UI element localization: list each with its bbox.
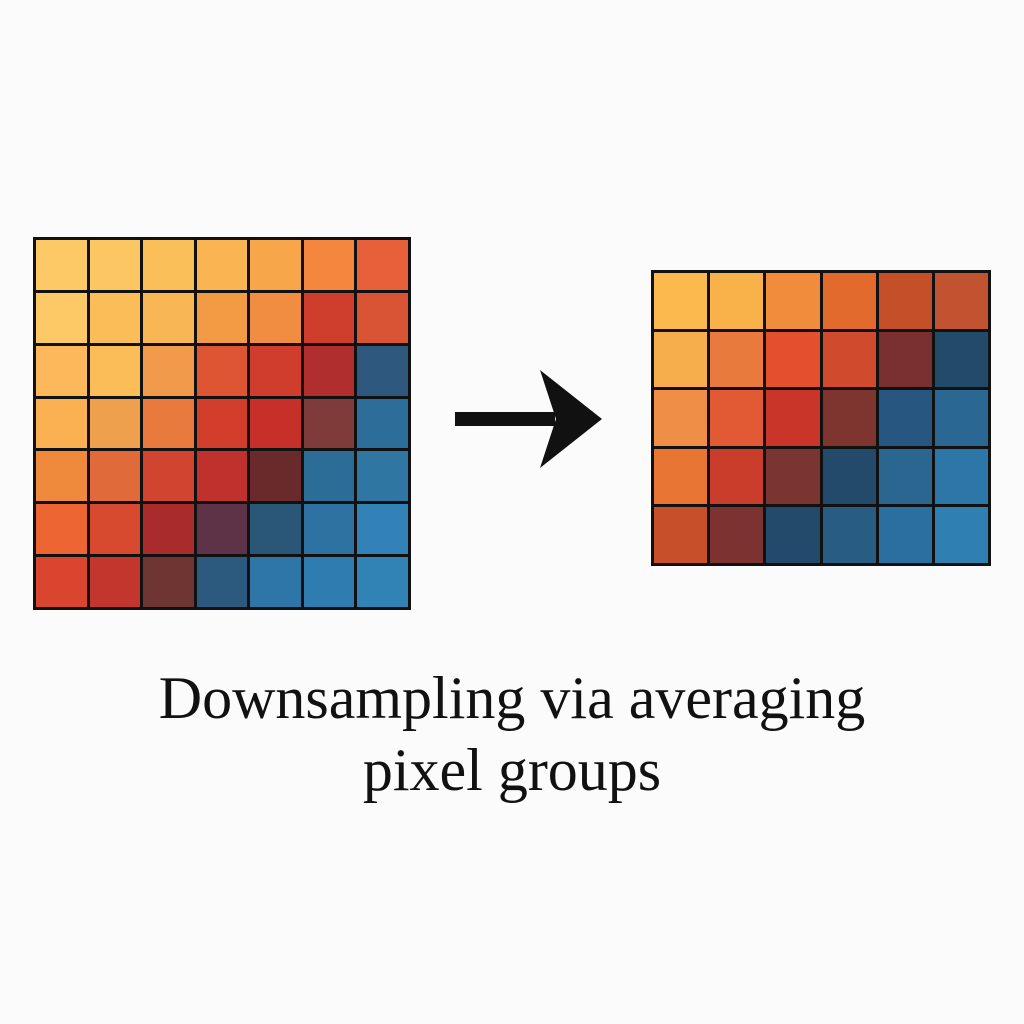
downsampled-pixel-cell bbox=[710, 507, 764, 563]
caption-line-1: Downsampling via averaging bbox=[158, 665, 866, 731]
right-arrow-icon bbox=[455, 370, 602, 468]
downsampled-pixel-cell bbox=[934, 448, 988, 505]
source-pixel-cell bbox=[357, 557, 408, 607]
source-pixel-cell bbox=[36, 504, 87, 555]
downsampled-pixel-cell bbox=[766, 273, 820, 329]
downsampled-pixel-cell bbox=[878, 273, 932, 329]
downsampled-pixel-cell bbox=[654, 331, 708, 388]
source-pixel-cell bbox=[36, 398, 87, 449]
downsampled-pixel-cell bbox=[766, 448, 820, 505]
source-pixel-grid bbox=[33, 237, 411, 610]
downsampled-pixel-cell bbox=[766, 390, 820, 446]
source-pixel-cell bbox=[143, 292, 194, 343]
source-pixel-cell bbox=[303, 504, 355, 555]
source-pixel-cell bbox=[303, 451, 355, 502]
downsampled-pixel-cell bbox=[654, 273, 708, 329]
downsampled-pixel-cell bbox=[934, 331, 988, 388]
downsampled-pixel-cell bbox=[822, 390, 876, 446]
source-pixel-cell bbox=[250, 345, 301, 396]
source-pixel-cell bbox=[357, 451, 408, 502]
source-pixel-cell bbox=[357, 240, 408, 290]
caption-line-2: pixel groups bbox=[362, 737, 662, 803]
source-pixel-cell bbox=[196, 398, 248, 449]
source-pixel-cell bbox=[303, 292, 355, 343]
downsampled-pixel-cell bbox=[878, 331, 932, 388]
source-pixel-cell bbox=[303, 398, 355, 449]
source-pixel-cell bbox=[36, 451, 87, 502]
source-pixel-cell bbox=[196, 240, 248, 290]
source-pixel-cell bbox=[89, 345, 141, 396]
source-pixel-cell bbox=[143, 557, 194, 607]
source-pixel-cell bbox=[89, 451, 141, 502]
source-pixel-cell bbox=[357, 504, 408, 555]
source-pixel-cell bbox=[357, 398, 408, 449]
source-pixel-cell bbox=[196, 557, 248, 607]
source-pixel-cell bbox=[303, 345, 355, 396]
downsampled-pixel-cell bbox=[766, 331, 820, 388]
downsampled-pixel-cell bbox=[878, 507, 932, 563]
source-pixel-cell bbox=[357, 292, 408, 343]
source-pixel-cell bbox=[196, 345, 248, 396]
source-pixel-cell bbox=[357, 345, 408, 396]
downsampled-pixel-cell bbox=[822, 448, 876, 505]
source-pixel-cell bbox=[143, 345, 194, 396]
source-pixel-cell bbox=[250, 504, 301, 555]
source-pixel-cell bbox=[196, 292, 248, 343]
source-pixel-cell bbox=[89, 398, 141, 449]
downsampled-pixel-cell bbox=[710, 390, 764, 446]
downsampled-pixel-cell bbox=[654, 507, 708, 563]
source-pixel-cell bbox=[143, 240, 194, 290]
caption: Downsampling via averaging pixel groups bbox=[0, 662, 1024, 806]
source-pixel-cell bbox=[143, 398, 194, 449]
source-pixel-cell bbox=[36, 345, 87, 396]
downsampled-pixel-cell bbox=[878, 390, 932, 446]
downsampled-pixel-cell bbox=[710, 448, 764, 505]
source-pixel-cell bbox=[89, 292, 141, 343]
downsampled-pixel-cell bbox=[934, 273, 988, 329]
source-pixel-cell bbox=[89, 557, 141, 607]
downsampled-pixel-cell bbox=[822, 507, 876, 563]
downsampled-pixel-cell bbox=[766, 507, 820, 563]
source-pixel-cell bbox=[196, 451, 248, 502]
downsampled-pixel-cell bbox=[710, 331, 764, 388]
source-pixel-cell bbox=[143, 451, 194, 502]
downsampled-pixel-cell bbox=[654, 448, 708, 505]
source-pixel-cell bbox=[303, 557, 355, 607]
source-pixel-cell bbox=[196, 504, 248, 555]
source-pixel-cell bbox=[303, 240, 355, 290]
source-pixel-cell bbox=[89, 504, 141, 555]
source-pixel-cell bbox=[250, 398, 301, 449]
source-pixel-cell bbox=[36, 557, 87, 607]
source-pixel-cell bbox=[143, 504, 194, 555]
downsampled-pixel-cell bbox=[934, 390, 988, 446]
downsampled-pixel-grid bbox=[651, 270, 991, 566]
source-pixel-cell bbox=[36, 240, 87, 290]
source-pixel-cell bbox=[250, 451, 301, 502]
source-pixel-cell bbox=[250, 557, 301, 607]
downsampled-pixel-cell bbox=[934, 507, 988, 563]
source-pixel-cell bbox=[89, 240, 141, 290]
source-pixel-cell bbox=[250, 292, 301, 343]
source-pixel-cell bbox=[36, 292, 87, 343]
downsampled-pixel-cell bbox=[710, 273, 764, 329]
downsampled-pixel-cell bbox=[822, 273, 876, 329]
source-pixel-cell bbox=[250, 240, 301, 290]
downsampled-pixel-cell bbox=[878, 448, 932, 505]
downsampled-pixel-cell bbox=[822, 331, 876, 388]
downsampled-pixel-cell bbox=[654, 390, 708, 446]
